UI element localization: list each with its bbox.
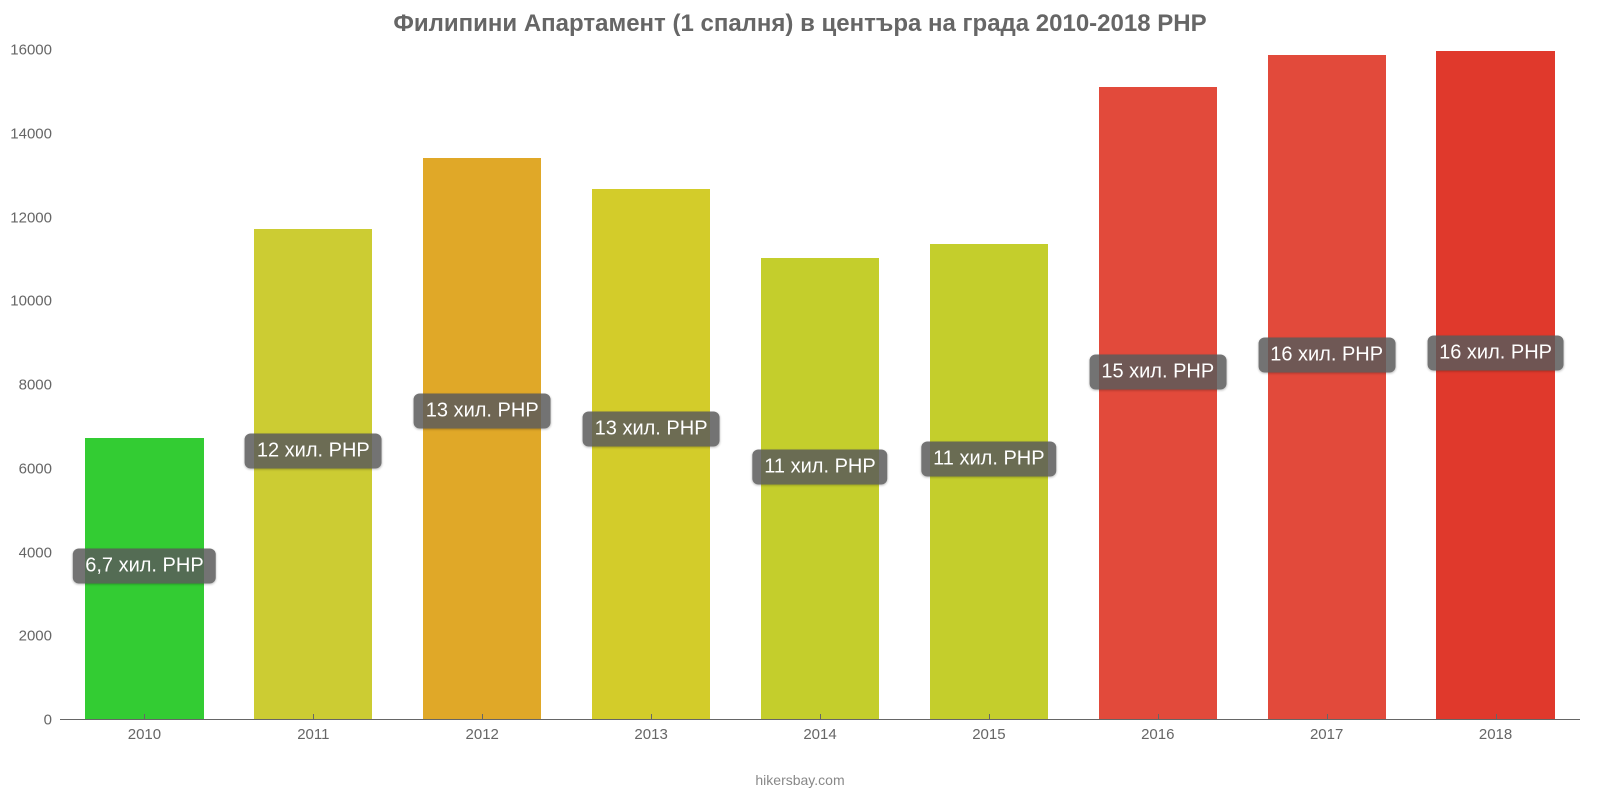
bar-label: 16 хил. PHP <box>1427 335 1564 370</box>
x-axis: 2010 2011 2012 2013 2014 2015 2016 2017 2018 <box>60 720 1580 750</box>
y-tick-label: 14000 <box>10 125 52 142</box>
x-tick <box>989 714 990 720</box>
bar-label: 13 хил. PHP <box>583 411 720 446</box>
bar <box>930 244 1048 719</box>
y-tick-label: 4000 <box>19 544 52 561</box>
bar <box>1268 55 1386 719</box>
y-tick-label: 2000 <box>19 628 52 645</box>
bar-label: 12 хил. PHP <box>245 433 382 468</box>
bar <box>1099 87 1217 719</box>
x-tick <box>1158 714 1159 720</box>
x-tick-label: 2018 <box>1479 726 1512 743</box>
x-tick <box>313 714 314 720</box>
bar-label: 11 хил. PHP <box>752 449 887 484</box>
x-tick <box>1496 714 1497 720</box>
y-axis: 0200040006000800010000120001400016000 <box>0 50 60 720</box>
bar <box>423 158 541 719</box>
bar <box>254 229 372 719</box>
x-tick <box>144 714 145 720</box>
x-tick <box>1327 714 1328 720</box>
x-tick <box>820 714 821 720</box>
y-tick-label: 16000 <box>10 42 52 59</box>
bar-label: 15 хил. PHP <box>1089 355 1226 390</box>
chart-container: Филипини Апартамент (1 спалня) в центъра… <box>0 0 1600 800</box>
y-tick-label: 8000 <box>19 377 52 394</box>
bar-label: 11 хил. PHP <box>921 441 1056 476</box>
x-tick-label: 2013 <box>634 726 667 743</box>
bar-label: 6,7 хил. PHP <box>73 548 215 583</box>
y-tick-label: 6000 <box>19 460 52 477</box>
plot-area: 6,7 хил. PHP 12 хил. PHP 13 хил. PHP 13 хил… <box>60 50 1580 720</box>
x-tick <box>651 714 652 720</box>
chart-title: Филипини Апартамент (1 спалня) в центъра… <box>0 10 1600 38</box>
x-tick <box>482 714 483 720</box>
x-tick-label: 2014 <box>803 726 836 743</box>
y-tick-label: 10000 <box>10 293 52 310</box>
x-tick-label: 2015 <box>972 726 1005 743</box>
bar-label: 16 хил. PHP <box>1258 337 1395 372</box>
bar <box>1436 51 1554 719</box>
y-tick-label: 12000 <box>10 209 52 226</box>
x-tick-label: 2011 <box>297 726 329 743</box>
bar <box>761 258 879 719</box>
y-tick-label: 0 <box>44 712 52 729</box>
x-tick-label: 2016 <box>1141 726 1174 743</box>
attribution: hikersbay.com <box>0 772 1600 788</box>
bar <box>592 189 710 719</box>
x-tick-label: 2017 <box>1310 726 1343 743</box>
x-tick-label: 2010 <box>128 726 161 743</box>
x-tick-label: 2012 <box>466 726 499 743</box>
bar-label: 13 хил. PHP <box>414 394 551 429</box>
